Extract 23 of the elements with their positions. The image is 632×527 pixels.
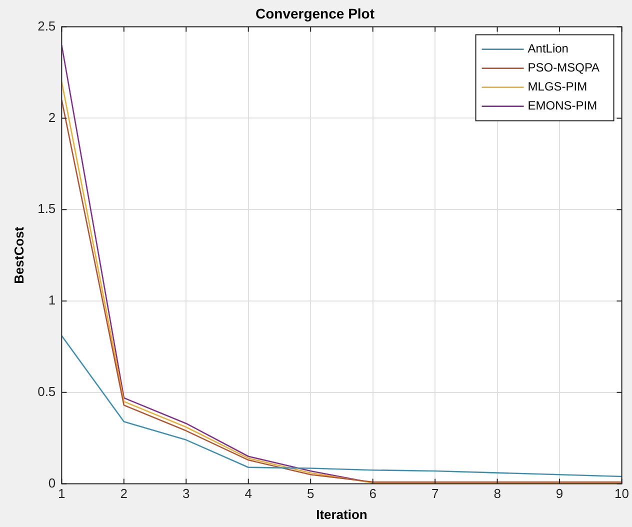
y-axis-title: BestCost — [11, 226, 26, 284]
y-tick-label: 2 — [48, 110, 56, 125]
x-tick-label: 10 — [614, 486, 630, 502]
x-tick-label: 2 — [120, 486, 128, 502]
legend-label: PSO-MSQPA — [528, 60, 600, 75]
y-tick-label: 1.5 — [38, 201, 56, 216]
y-tick-label: 1 — [48, 292, 56, 308]
chart-title: Convergence Plot — [255, 5, 375, 22]
legend-label: AntLion — [528, 42, 568, 56]
y-tick-label: 2.5 — [38, 18, 56, 34]
x-tick-label: 4 — [244, 486, 252, 502]
legend-label: MLGS-PIM — [528, 80, 588, 94]
x-tick-label: 5 — [306, 486, 314, 502]
y-tick-label: 0 — [48, 475, 56, 490]
x-tick-label: 8 — [494, 486, 501, 502]
x-axis-title: Iteration — [316, 506, 368, 522]
x-tick-label: 7 — [431, 486, 439, 502]
y-tick-label: 0.5 — [38, 384, 56, 399]
legend-label: EMONS-PIM — [528, 98, 598, 113]
x-tick-label: 6 — [369, 486, 376, 502]
x-tick-label: 9 — [556, 486, 564, 502]
x-tick-label: 1 — [58, 486, 66, 502]
x-tick-label: 3 — [182, 486, 190, 502]
